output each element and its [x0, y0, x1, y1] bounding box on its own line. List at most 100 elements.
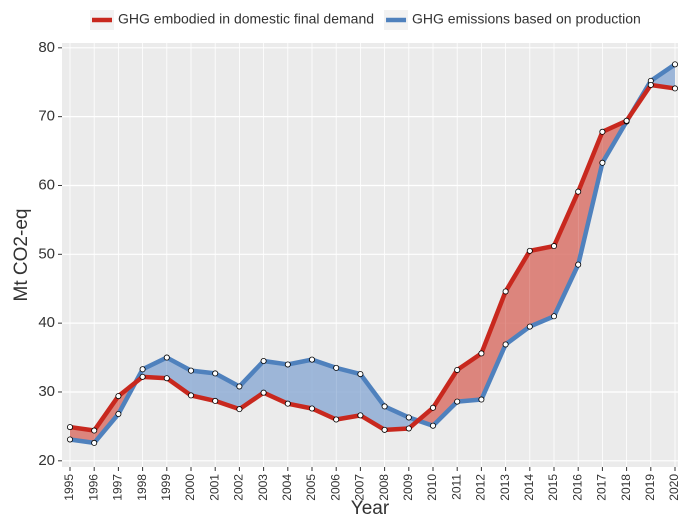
ribbon — [481, 291, 506, 400]
legend-label: GHG emissions based on production — [412, 11, 641, 27]
x-tick-label: 2007 — [353, 474, 367, 501]
point — [163, 375, 170, 382]
x-tick-label: 2019 — [643, 474, 657, 501]
ribbon — [433, 369, 458, 426]
point — [526, 247, 533, 254]
x-tick-label: 2018 — [619, 474, 633, 501]
x-tick-label: 2005 — [304, 474, 318, 501]
y-tick-label: 20 — [38, 452, 55, 469]
x-tick-label: 2020 — [667, 474, 679, 501]
point — [357, 412, 364, 419]
ribbon — [166, 357, 191, 396]
ribbon — [287, 359, 312, 409]
x-tick-label: 2004 — [280, 474, 294, 501]
x-tick-label: 2000 — [183, 474, 197, 501]
point — [91, 439, 98, 446]
series-line — [69, 62, 677, 446]
point — [260, 389, 267, 396]
ribbon — [312, 359, 337, 420]
x-tick-label: 1999 — [159, 474, 173, 501]
y-tick-label: 60 — [38, 176, 55, 193]
point — [67, 424, 74, 431]
ribbon — [360, 374, 385, 430]
ribbon — [529, 246, 554, 327]
point — [599, 128, 606, 135]
point — [333, 364, 340, 371]
x-tick-label: 1995 — [62, 474, 76, 501]
ribbon — [384, 406, 409, 430]
x-tick-label: 2010 — [425, 474, 439, 501]
x-tick-label: 1998 — [135, 474, 149, 501]
point — [284, 400, 291, 407]
point — [454, 398, 461, 405]
point — [115, 393, 122, 400]
point — [67, 436, 74, 443]
x-tick-label: 1996 — [86, 474, 100, 501]
point — [405, 425, 412, 432]
x-tick-label: 2002 — [232, 474, 246, 501]
point — [139, 373, 146, 380]
point — [163, 354, 170, 361]
point — [672, 85, 679, 92]
point — [357, 371, 364, 378]
x-tick-label: 2012 — [474, 474, 488, 501]
point — [623, 117, 630, 124]
y-tick-label: 30 — [38, 383, 55, 400]
point — [502, 341, 509, 348]
point — [551, 243, 558, 250]
x-tick-label: 2008 — [377, 474, 391, 501]
ribbon — [554, 191, 579, 317]
point — [308, 356, 315, 363]
series-line — [69, 82, 676, 433]
point — [672, 61, 679, 68]
point — [139, 366, 146, 373]
x-tick-label: 2011 — [449, 474, 463, 500]
x-tick-label: 1997 — [111, 474, 125, 501]
point — [187, 367, 194, 374]
x-tick-label: 2016 — [570, 474, 584, 501]
point — [478, 396, 485, 403]
point — [115, 410, 122, 417]
point — [381, 426, 388, 433]
point — [236, 383, 243, 390]
x-tick-label: 2003 — [256, 474, 270, 501]
point — [212, 370, 219, 377]
point — [187, 392, 194, 399]
y-tick-label: 80 — [38, 39, 55, 56]
point — [91, 427, 98, 434]
x-tick-label: 2014 — [522, 474, 536, 501]
x-tick-label: 2009 — [401, 474, 415, 501]
y-tick-label: 70 — [38, 108, 55, 125]
x-tick-label: 2017 — [595, 474, 609, 501]
point — [575, 188, 582, 195]
ribbon — [239, 361, 264, 410]
point — [308, 405, 315, 412]
x-tick-label: 2001 — [207, 474, 221, 501]
point — [478, 350, 485, 357]
point — [381, 403, 388, 410]
point — [212, 397, 219, 404]
point — [599, 159, 606, 166]
legend-label: GHG embodied in domestic final demand — [118, 11, 374, 27]
point — [429, 422, 436, 429]
y-tick-label: 40 — [38, 314, 55, 331]
x-axis-title: Year — [351, 498, 390, 519]
x-tick-label: 2006 — [328, 474, 342, 501]
point — [575, 261, 582, 268]
point — [405, 414, 412, 421]
ribbon — [505, 250, 530, 345]
point — [429, 404, 436, 411]
ribbon — [457, 353, 482, 402]
ribbon — [215, 373, 240, 410]
x-tick-label: 2015 — [546, 474, 560, 501]
point — [647, 81, 654, 88]
point — [502, 288, 509, 295]
y-axis-title: Mt CO2-eq — [11, 209, 32, 302]
point — [526, 323, 533, 330]
point — [260, 357, 267, 364]
point — [284, 361, 291, 368]
point — [333, 416, 340, 423]
point — [454, 366, 461, 373]
y-tick-label: 50 — [38, 245, 55, 262]
